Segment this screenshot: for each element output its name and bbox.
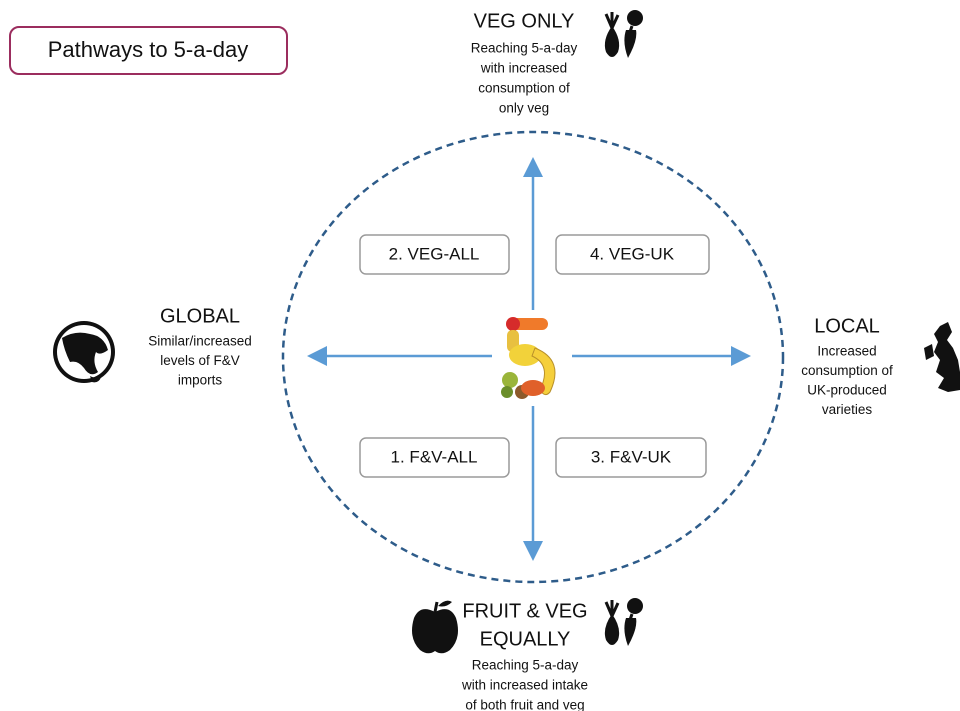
quadrant-label: 1. F&V-ALL (391, 447, 478, 466)
side-description: with increased (480, 61, 567, 76)
side-description: Reaching 5-a-day (471, 41, 578, 56)
veg-icon (605, 598, 643, 646)
side-heading: LOCAL (814, 315, 880, 337)
side-description: levels of F&V (160, 353, 240, 368)
side-description: only veg (499, 101, 549, 116)
quadrant-label: 2. VEG-ALL (389, 244, 480, 263)
side-description: Reaching 5-a-day (472, 658, 579, 673)
side-heading: FRUIT & VEG (462, 600, 587, 622)
diagram: Pathways to 5-a-day 2. VEG-ALL 4. VEG-UK… (0, 0, 960, 711)
uk-map-icon (924, 322, 960, 392)
side-description: consumption of (801, 363, 893, 378)
apple-icon (412, 601, 458, 654)
quadrant-label: 4. VEG-UK (590, 244, 675, 263)
side-description: UK-produced (807, 383, 887, 398)
quadrant-label: 3. F&V-UK (591, 447, 672, 466)
side-description: Increased (817, 344, 876, 359)
veg-icon (605, 10, 643, 58)
globe-icon (53, 321, 115, 383)
side-heading: VEG ONLY (474, 10, 575, 32)
side-heading: EQUALLY (480, 628, 571, 650)
side-description: consumption of (478, 81, 570, 96)
side-description: Similar/increased (148, 334, 252, 349)
title: Pathways to 5-a-day (48, 37, 249, 62)
side-heading: GLOBAL (160, 305, 240, 327)
side-description: imports (178, 373, 223, 388)
five-fruit-icon (492, 310, 572, 406)
side-description: with increased intake (461, 678, 588, 693)
side-description: varieties (822, 402, 873, 417)
side-description: of both fruit and veg (465, 698, 584, 711)
